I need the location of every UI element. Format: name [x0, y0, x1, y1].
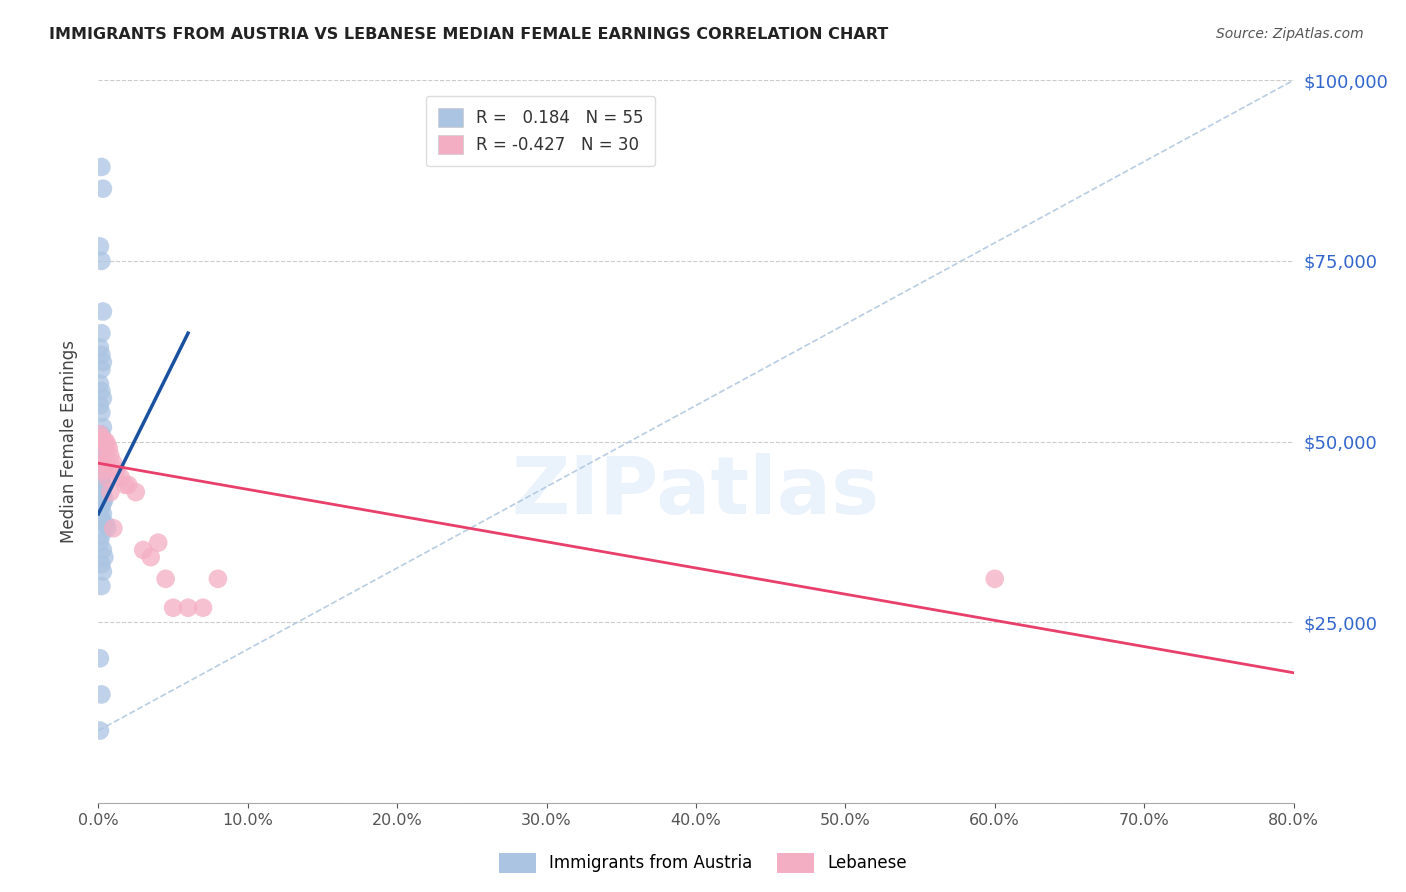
Point	[139, 550, 162, 565]
Point	[91, 507, 114, 521]
Point	[91, 456, 114, 470]
Point	[89, 514, 111, 528]
Point	[91, 391, 114, 405]
Point	[191, 600, 214, 615]
Point	[984, 572, 1007, 586]
Point	[90, 475, 112, 489]
Point	[93, 463, 115, 477]
Point	[89, 427, 111, 442]
Point	[90, 459, 112, 474]
Point	[89, 239, 111, 253]
Point	[96, 521, 118, 535]
Point	[89, 651, 111, 665]
Point	[90, 510, 112, 524]
Point	[89, 436, 111, 450]
Point	[93, 434, 115, 449]
Point	[90, 253, 112, 268]
Point	[90, 445, 112, 459]
Point	[94, 456, 117, 470]
Legend: Immigrants from Austria, Lebanese: Immigrants from Austria, Lebanese	[492, 847, 914, 880]
Point	[97, 442, 120, 456]
Point	[94, 434, 117, 449]
Point	[89, 535, 111, 549]
Point	[90, 362, 112, 376]
Point	[91, 420, 114, 434]
Text: IMMIGRANTS FROM AUSTRIA VS LEBANESE MEDIAN FEMALE EARNINGS CORRELATION CHART: IMMIGRANTS FROM AUSTRIA VS LEBANESE MEDI…	[49, 27, 889, 42]
Point	[96, 438, 118, 452]
Point	[155, 572, 177, 586]
Point	[91, 489, 114, 503]
Point	[90, 406, 112, 420]
Point	[91, 434, 114, 449]
Point	[90, 579, 112, 593]
Y-axis label: Median Female Earnings: Median Female Earnings	[59, 340, 77, 543]
Legend: R =   0.184   N = 55, R = -0.427   N = 30: R = 0.184 N = 55, R = -0.427 N = 30	[426, 95, 655, 166]
Point	[103, 456, 125, 470]
Point	[96, 470, 118, 484]
Point	[90, 558, 112, 572]
Point	[98, 449, 122, 463]
Point	[90, 160, 112, 174]
Point	[89, 723, 111, 738]
Point	[90, 452, 112, 467]
Point	[89, 431, 111, 445]
Point	[148, 535, 170, 549]
Point	[89, 470, 111, 484]
Point	[90, 326, 112, 340]
Point	[90, 348, 112, 362]
Point	[90, 384, 112, 398]
Point	[94, 517, 117, 532]
Point	[91, 478, 114, 492]
Point	[91, 456, 114, 470]
Point	[91, 355, 114, 369]
Point	[90, 687, 112, 701]
Point	[89, 503, 111, 517]
Point	[90, 433, 112, 447]
Point	[90, 431, 112, 445]
Text: ZIPatlas: ZIPatlas	[512, 453, 880, 531]
Point	[207, 572, 229, 586]
Point	[91, 181, 114, 195]
Point	[114, 478, 136, 492]
Point	[90, 482, 112, 496]
Point	[90, 427, 112, 442]
Point	[90, 528, 112, 542]
Point	[91, 542, 114, 557]
Point	[98, 485, 122, 500]
Point	[89, 449, 111, 463]
Point	[89, 398, 111, 412]
Point	[90, 500, 112, 514]
Point	[93, 463, 115, 477]
Point	[91, 434, 114, 449]
Point	[162, 600, 184, 615]
Point	[91, 496, 114, 510]
Point	[89, 485, 111, 500]
Point	[103, 521, 125, 535]
Point	[93, 550, 115, 565]
Point	[117, 478, 139, 492]
Point	[90, 449, 112, 463]
Point	[91, 565, 114, 579]
Point	[177, 600, 200, 615]
Text: Source: ZipAtlas.com: Source: ZipAtlas.com	[1216, 27, 1364, 41]
Point	[110, 470, 132, 484]
Point	[91, 304, 114, 318]
Point	[132, 542, 155, 557]
Point	[91, 442, 114, 456]
Point	[91, 467, 114, 481]
Point	[93, 492, 115, 507]
Point	[125, 485, 148, 500]
Point	[89, 376, 111, 391]
Point	[89, 341, 111, 355]
Point	[105, 463, 128, 477]
Point	[90, 438, 112, 452]
